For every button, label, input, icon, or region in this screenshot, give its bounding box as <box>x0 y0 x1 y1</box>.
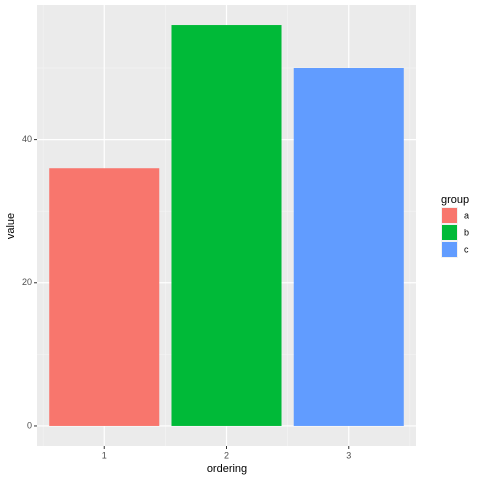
y-tick-label: 0 <box>27 420 32 430</box>
x-tick-label: 2 <box>224 450 229 460</box>
legend-label: a <box>464 210 469 220</box>
y-tick-label: 40 <box>22 134 32 144</box>
bar <box>293 68 404 426</box>
bar <box>171 25 282 426</box>
legend-key <box>442 225 457 240</box>
legend-key <box>442 208 457 223</box>
bar <box>49 168 160 426</box>
legend-key <box>442 242 457 257</box>
y-tick-label: 20 <box>22 277 32 287</box>
x-axis-title: ordering <box>207 463 247 475</box>
x-tick-label: 3 <box>346 450 351 460</box>
x-tick-label: 1 <box>102 450 107 460</box>
legend-label: c <box>464 244 469 254</box>
y-axis-title: value <box>5 213 17 239</box>
legend-label: b <box>464 227 469 237</box>
legend-title: group <box>441 194 469 206</box>
